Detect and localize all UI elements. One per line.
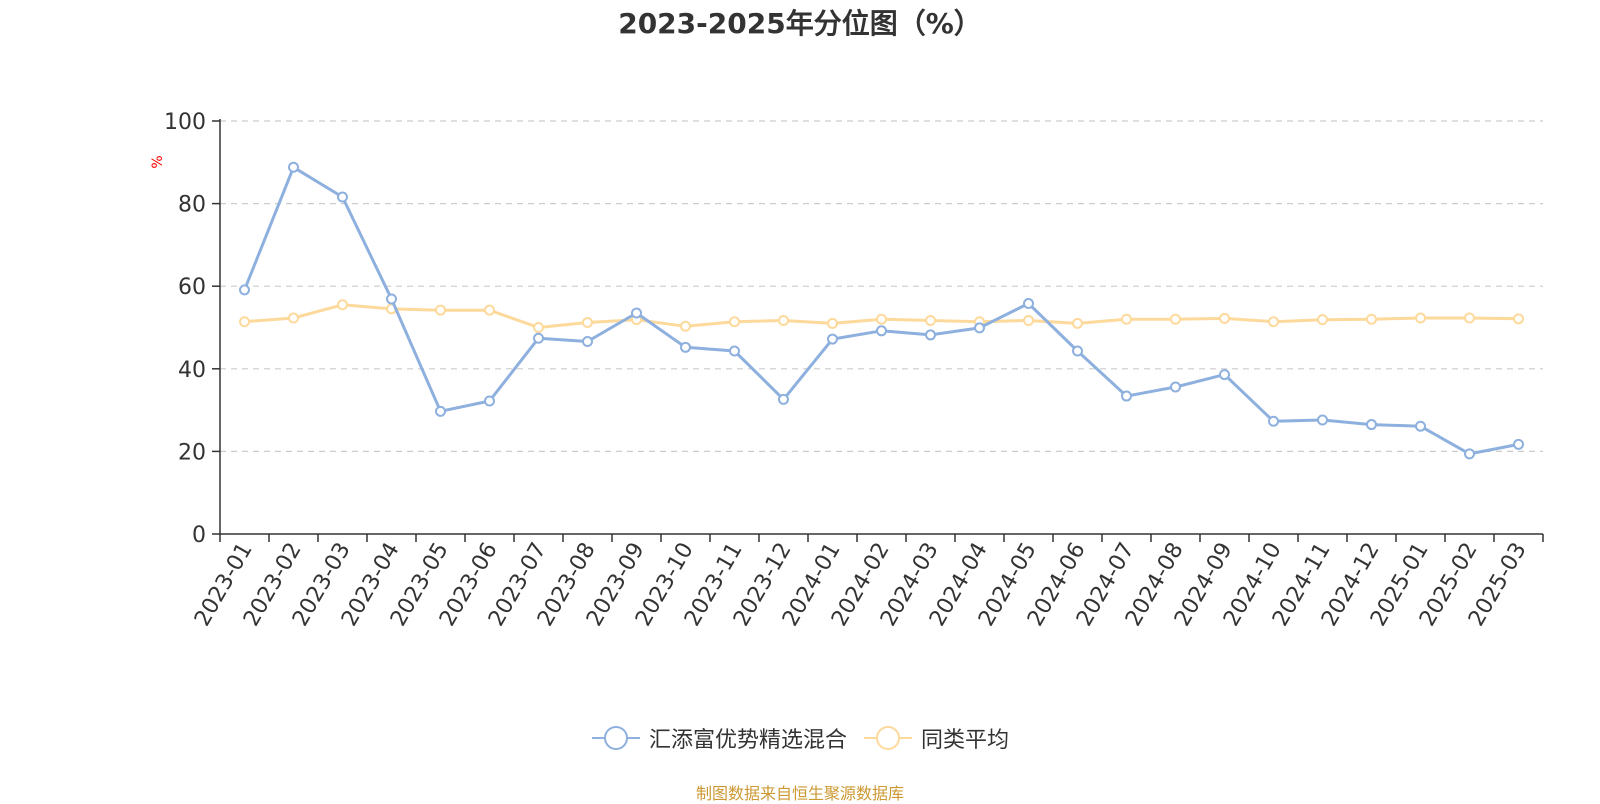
data-point-series1 [827, 333, 838, 345]
legend-item-series1[interactable]: 汇添富优势精选混合 [591, 722, 847, 754]
data-point-series1 [680, 341, 691, 353]
y-axis-unit-label: % [150, 155, 166, 168]
data-point-series2 [337, 299, 348, 311]
source-footer: 制图数据来自恒生聚源数据库 [695, 784, 904, 803]
data-point-series1 [239, 284, 250, 296]
data-point-series2 [1415, 312, 1426, 324]
data-point-series1 [631, 307, 642, 319]
data-point-series1 [876, 325, 887, 337]
data-point-series1 [1170, 381, 1181, 393]
data-point-series1 [1023, 298, 1034, 310]
data-point-series1 [288, 161, 299, 173]
data-point-series1 [729, 345, 740, 357]
data-point-series1 [925, 329, 936, 341]
data-point-series1 [435, 405, 446, 417]
data-point-series2 [533, 322, 544, 333]
data-point-series2 [1366, 313, 1377, 325]
data-point-series2 [1170, 313, 1181, 325]
data-point-series1 [337, 191, 348, 203]
chart-title: 2023-2025年分位图（%） [618, 7, 982, 40]
y-tick-label: 80 [178, 193, 206, 218]
data-point-series1 [1317, 414, 1328, 426]
data-point-series2 [1317, 314, 1328, 326]
data-point-series2 [1023, 314, 1034, 326]
y-tick-label: 100 [164, 110, 206, 135]
data-point-series2 [1464, 312, 1475, 324]
y-tick-label: 40 [178, 358, 206, 383]
data-point-series1 [484, 395, 495, 407]
data-point-series2 [239, 316, 250, 328]
data-point-series1 [1415, 420, 1426, 432]
data-point-series2 [778, 314, 789, 326]
legend-label-series2: 同类平均 [921, 728, 1010, 753]
legend-marker-series2 [864, 726, 912, 750]
y-tick-label: 60 [178, 275, 206, 300]
data-point-series2 [1268, 316, 1279, 328]
data-point-series2 [680, 320, 691, 332]
data-point-series2 [484, 304, 495, 316]
data-point-series1 [1268, 415, 1279, 427]
data-point-series2 [582, 317, 593, 329]
data-point-series2 [435, 304, 446, 316]
legend: 汇添富优势精选混合 同类平均 [0, 722, 1600, 754]
data-point-series1 [1072, 345, 1083, 357]
data-point-series1 [386, 293, 397, 305]
data-point-series1 [582, 336, 593, 348]
data-point-series2 [1513, 313, 1524, 325]
data-point-series1 [533, 332, 544, 344]
data-point-series1 [778, 393, 789, 405]
data-point-series2 [827, 317, 838, 329]
legend-label-series1: 汇添富优势精选混合 [648, 728, 847, 753]
data-point-series1 [1219, 369, 1230, 381]
data-point-series1 [1464, 448, 1475, 460]
data-point-series1 [1366, 419, 1377, 431]
data-point-series2 [729, 316, 740, 328]
data-point-series2 [1121, 313, 1132, 325]
data-point-series2 [1219, 312, 1230, 324]
y-tick-label: 20 [178, 440, 206, 465]
data-point-series1 [1121, 390, 1132, 402]
legend-item-series2[interactable]: 同类平均 [863, 722, 1009, 754]
y-tick-label: 0 [192, 523, 206, 548]
data-point-series1 [974, 322, 985, 334]
data-point-series1 [1513, 438, 1524, 450]
data-point-series2 [876, 313, 887, 325]
data-point-series2 [925, 314, 936, 326]
legend-marker-series1 [591, 726, 640, 750]
data-point-series2 [288, 312, 299, 324]
data-point-series2 [1072, 317, 1083, 329]
